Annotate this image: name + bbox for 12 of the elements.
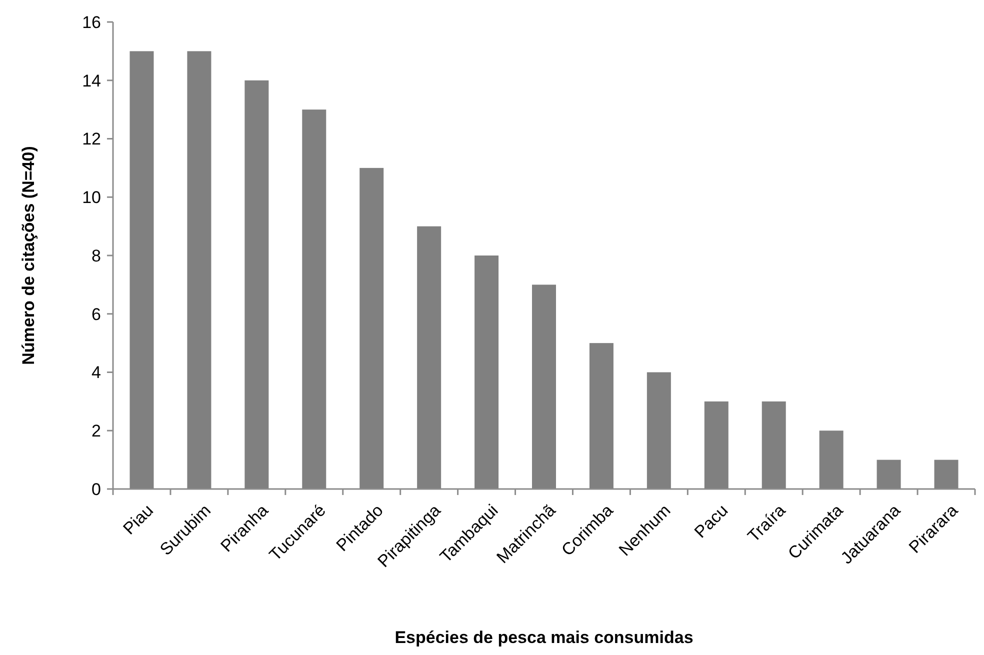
y-tick-label: 16 bbox=[82, 12, 101, 32]
y-tick-label: 8 bbox=[92, 246, 101, 266]
y-axis-title: Número de citações (N=40) bbox=[19, 146, 38, 365]
x-axis-title: Espécies de pesca mais consumidas bbox=[394, 628, 694, 647]
y-tick-label: 10 bbox=[82, 188, 101, 208]
y-tick-label: 2 bbox=[92, 422, 101, 441]
y-tick-label: 6 bbox=[92, 304, 101, 324]
y-tick-label: 12 bbox=[82, 130, 101, 149]
y-tick-label: 4 bbox=[92, 363, 101, 382]
x-tick-label: Piau bbox=[119, 500, 157, 538]
y-tick-label: 0 bbox=[92, 480, 101, 499]
y-tick-label: 14 bbox=[82, 71, 101, 90]
